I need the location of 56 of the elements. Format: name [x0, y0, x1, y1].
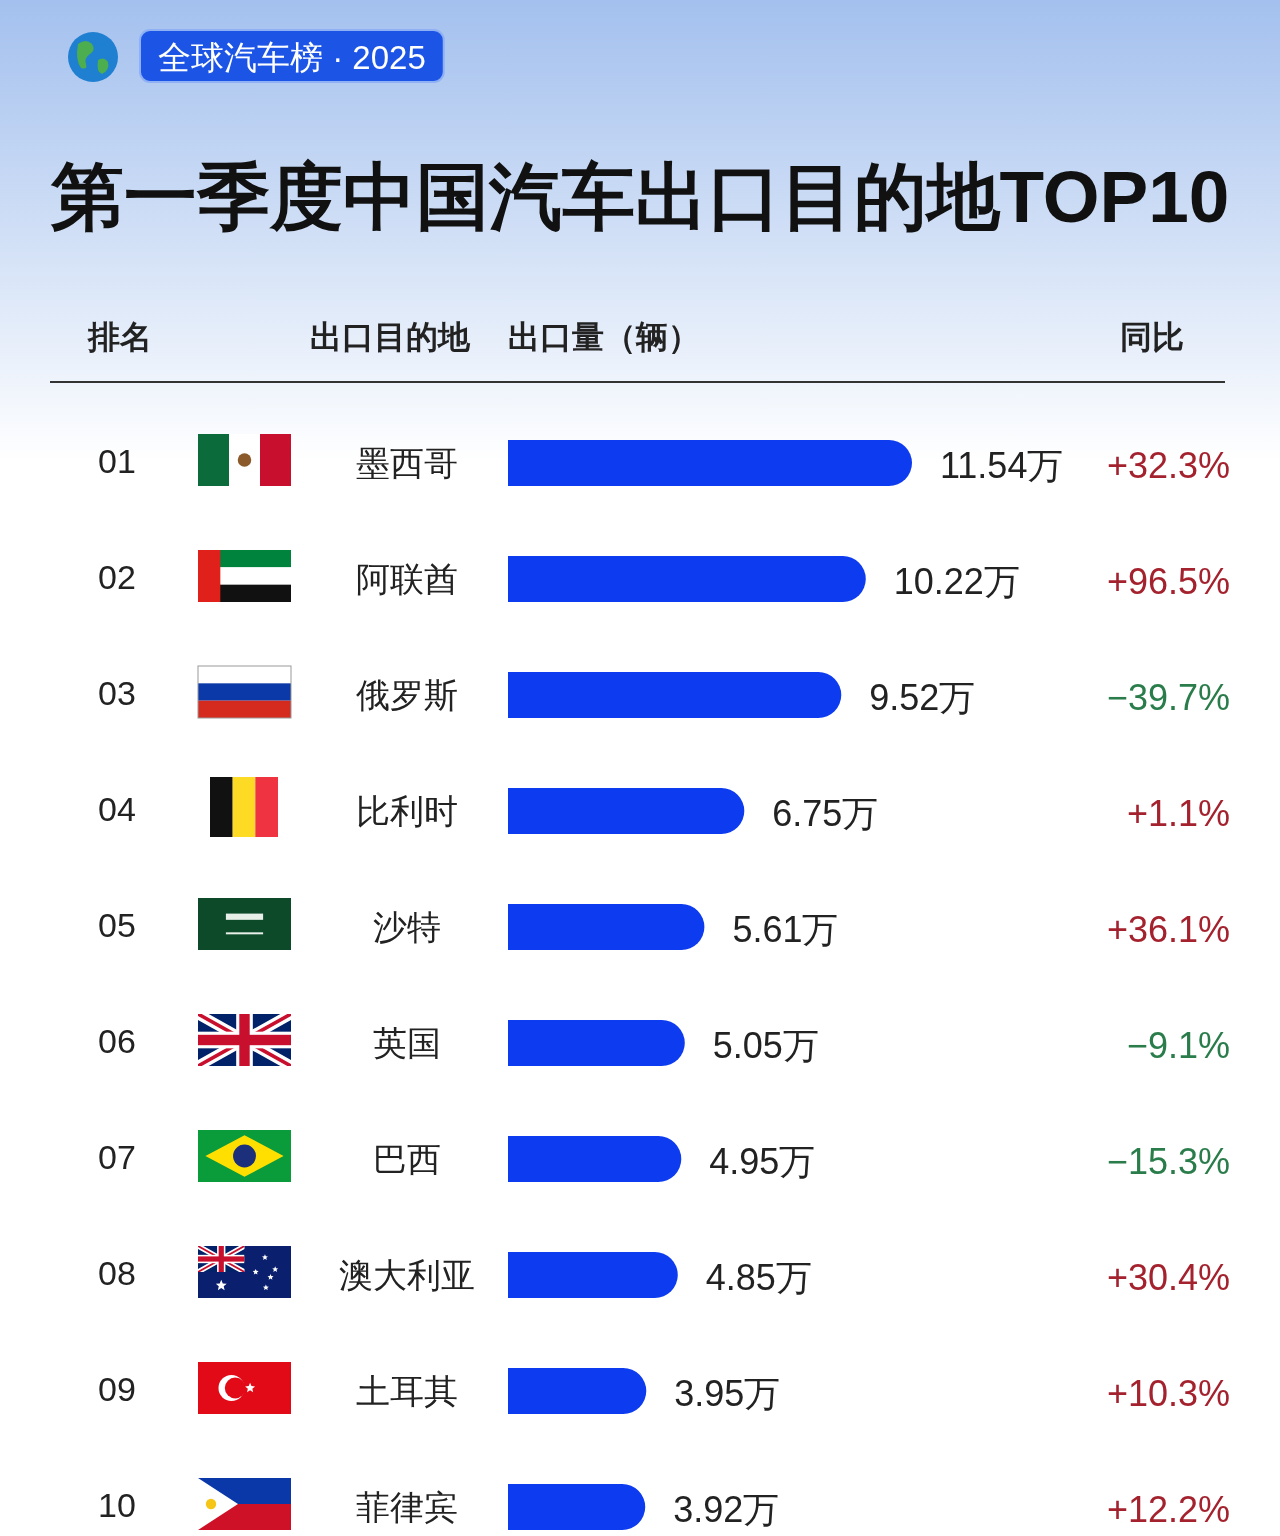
y-tick-label: 沙特 [373, 908, 441, 946]
text: 03 [98, 674, 136, 712]
bar [508, 788, 745, 834]
bar [508, 672, 842, 718]
x-axis-title: 出口量（辆） [508, 319, 700, 355]
text: +36.1% [1106, 909, 1230, 950]
text: +10.3% [1106, 1373, 1230, 1414]
chart-subtitle: 全球汽车榜 · 2025 [158, 39, 426, 76]
data-label: 10.22万 [893, 561, 1020, 602]
text: 同比 [1120, 319, 1184, 355]
data-label: 11.54万 [940, 445, 1064, 486]
bar [508, 904, 705, 950]
text: 02 [98, 558, 136, 596]
text: 06 [98, 1022, 136, 1060]
y-tick-label: 墨西哥 [356, 444, 458, 482]
text: 01 [98, 442, 136, 480]
bar [508, 440, 912, 486]
text: −15.3% [1106, 1141, 1230, 1182]
chart-title: 第一季度中国汽车出口目的地TOP10 [49, 156, 1230, 237]
bar [508, 1368, 647, 1414]
text: +32.3% [1106, 445, 1230, 486]
data-label: 9.52万 [869, 677, 976, 718]
y-tick-label: 比利时 [356, 792, 458, 830]
data-label: 5.05万 [712, 1025, 819, 1066]
text: 05 [98, 906, 136, 944]
data-label: 6.75万 [772, 793, 879, 834]
data-label: 3.92万 [673, 1489, 780, 1530]
y-tick-label: 澳大利亚 [339, 1256, 475, 1294]
text: +1.1% [1126, 793, 1230, 834]
text: 04 [98, 790, 136, 828]
text: 08 [98, 1254, 136, 1292]
data-label: 4.85万 [705, 1257, 812, 1298]
text: +30.4% [1106, 1257, 1230, 1298]
data-label: 5.61万 [732, 909, 839, 950]
text: −9.1% [1126, 1025, 1230, 1066]
y-tick-label: 阿联酋 [356, 560, 458, 598]
bar [508, 1136, 682, 1182]
text: 07 [98, 1138, 136, 1176]
y-tick-label: 英国 [373, 1024, 441, 1062]
data-label: 3.95万 [674, 1373, 781, 1414]
y-tick-label: 巴西 [373, 1140, 441, 1178]
y-axis-title: 出口目的地 [310, 319, 471, 355]
text: 排名 [87, 319, 152, 355]
text: −39.7% [1106, 677, 1230, 718]
bar [508, 1020, 685, 1066]
bar [508, 1484, 646, 1530]
y-tick-label: 俄罗斯 [356, 676, 458, 714]
text: 09 [98, 1370, 136, 1408]
bar [508, 556, 866, 602]
y-tick-label: 菲律宾 [356, 1488, 458, 1526]
text: +96.5% [1106, 561, 1230, 602]
text: +12.2% [1106, 1489, 1230, 1530]
data-label: 4.95万 [709, 1141, 816, 1182]
bar [508, 1252, 678, 1298]
y-tick-label: 土耳其 [356, 1372, 458, 1410]
text: 10 [98, 1486, 136, 1524]
